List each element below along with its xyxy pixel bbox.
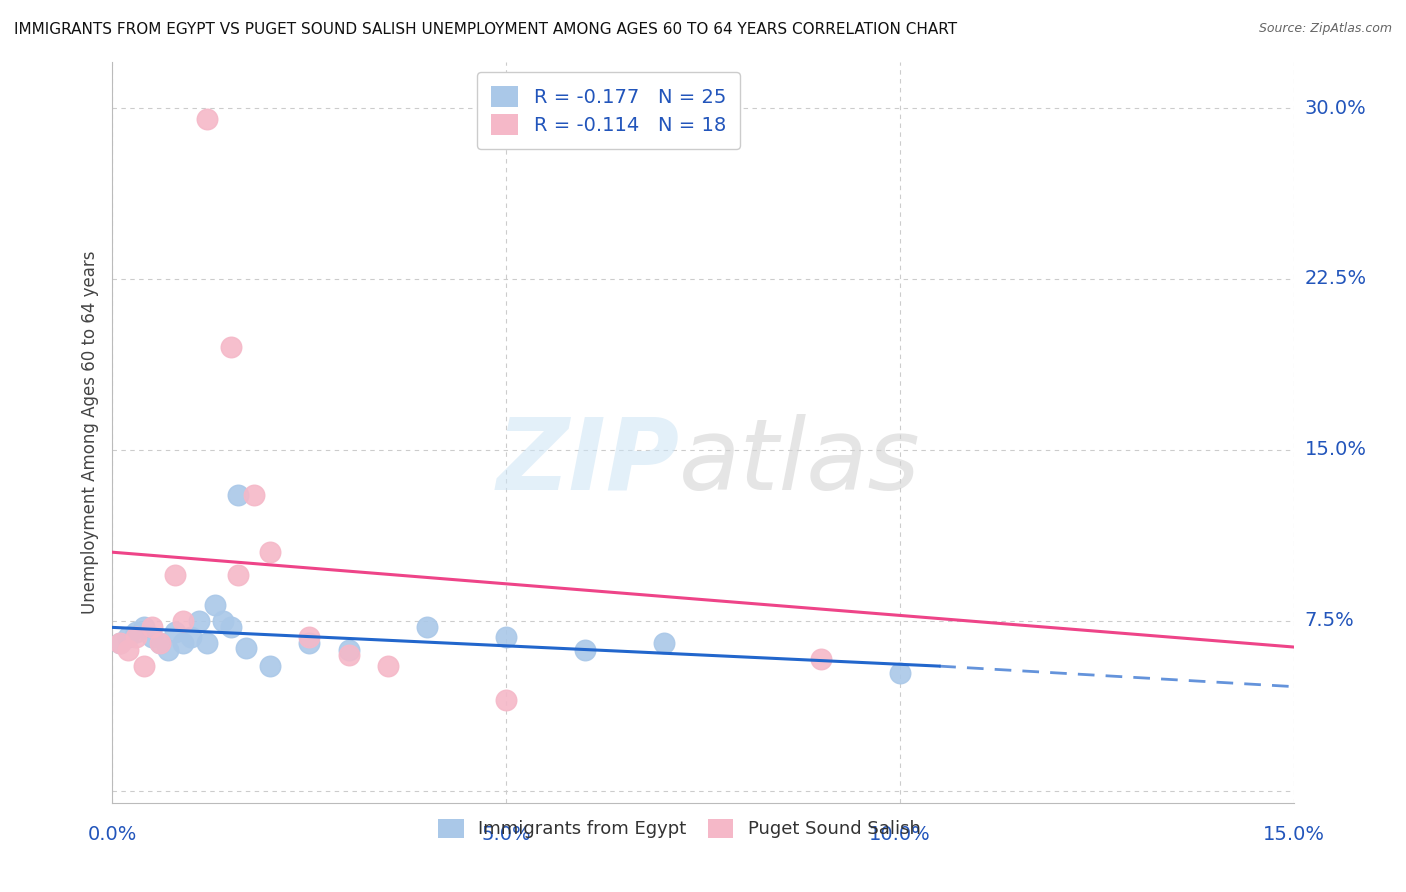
Point bbox=[125, 624, 148, 639]
Point bbox=[298, 630, 321, 644]
Legend: Immigrants from Egypt, Puget Sound Salish: Immigrants from Egypt, Puget Sound Salis… bbox=[427, 808, 931, 849]
Point bbox=[195, 636, 218, 650]
Point bbox=[110, 636, 132, 650]
Point bbox=[149, 636, 172, 650]
Point bbox=[132, 620, 155, 634]
Point bbox=[235, 640, 257, 655]
Point bbox=[377, 659, 399, 673]
Point bbox=[204, 598, 226, 612]
Point bbox=[337, 643, 360, 657]
Text: 5.0%: 5.0% bbox=[481, 825, 531, 844]
Point bbox=[228, 488, 250, 502]
Point bbox=[652, 636, 675, 650]
Point bbox=[180, 630, 202, 644]
Point bbox=[259, 659, 281, 673]
Point bbox=[889, 665, 911, 680]
Text: atlas: atlas bbox=[679, 414, 921, 511]
Point bbox=[211, 614, 233, 628]
Point bbox=[132, 659, 155, 673]
Point bbox=[495, 693, 517, 707]
Point bbox=[219, 340, 242, 354]
Point bbox=[259, 545, 281, 559]
Point bbox=[337, 648, 360, 662]
Point bbox=[243, 488, 266, 502]
Point bbox=[165, 624, 187, 639]
Point bbox=[117, 643, 139, 657]
Point bbox=[149, 636, 172, 650]
Point bbox=[172, 614, 194, 628]
Point bbox=[141, 620, 163, 634]
Text: 22.5%: 22.5% bbox=[1305, 269, 1367, 288]
Point bbox=[188, 614, 211, 628]
Point bbox=[574, 643, 596, 657]
Point bbox=[172, 636, 194, 650]
Text: 7.5%: 7.5% bbox=[1305, 611, 1354, 630]
Point bbox=[165, 568, 187, 582]
Point bbox=[195, 112, 218, 127]
Point bbox=[125, 630, 148, 644]
Point bbox=[117, 630, 139, 644]
Text: 30.0%: 30.0% bbox=[1305, 98, 1367, 118]
Text: 15.0%: 15.0% bbox=[1305, 441, 1367, 459]
Point bbox=[298, 636, 321, 650]
Text: 0.0%: 0.0% bbox=[87, 825, 138, 844]
Point bbox=[416, 620, 439, 634]
Point bbox=[228, 568, 250, 582]
Point bbox=[495, 630, 517, 644]
Point bbox=[141, 630, 163, 644]
Point bbox=[810, 652, 832, 666]
Point bbox=[110, 636, 132, 650]
Point bbox=[156, 643, 179, 657]
Text: 10.0%: 10.0% bbox=[869, 825, 931, 844]
Y-axis label: Unemployment Among Ages 60 to 64 years: Unemployment Among Ages 60 to 64 years bbox=[80, 251, 98, 615]
Text: Source: ZipAtlas.com: Source: ZipAtlas.com bbox=[1258, 22, 1392, 36]
Text: 15.0%: 15.0% bbox=[1263, 825, 1324, 844]
Text: ZIP: ZIP bbox=[496, 414, 679, 511]
Text: IMMIGRANTS FROM EGYPT VS PUGET SOUND SALISH UNEMPLOYMENT AMONG AGES 60 TO 64 YEA: IMMIGRANTS FROM EGYPT VS PUGET SOUND SAL… bbox=[14, 22, 957, 37]
Point bbox=[219, 620, 242, 634]
